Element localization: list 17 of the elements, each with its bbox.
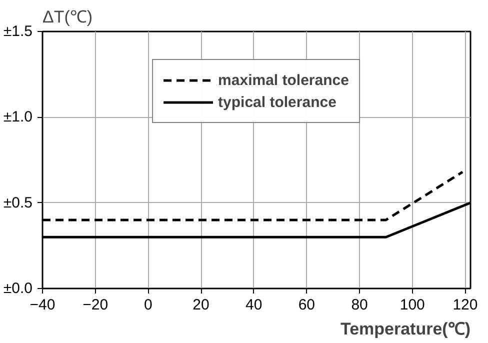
x-tick-label: −20 bbox=[82, 296, 108, 314]
y-tick-label: ±0.5 bbox=[3, 194, 33, 212]
legend-label: maximal tolerance bbox=[218, 72, 349, 88]
x-tick-label: 40 bbox=[246, 296, 262, 314]
x-tick-label: 20 bbox=[192, 296, 210, 314]
y-tick-label: ±0.0 bbox=[3, 280, 33, 297]
x-axis-title: Temperature(℃) bbox=[340, 320, 471, 338]
x-tick-label: 80 bbox=[351, 296, 368, 314]
y-tick-label: ±1.0 bbox=[3, 108, 33, 126]
x-tick-label: −40 bbox=[30, 296, 56, 314]
y-axis-title: ΔT(℃) bbox=[42, 8, 93, 26]
x-tick-label: 0 bbox=[144, 296, 152, 314]
x-tick-label: 120 bbox=[452, 296, 478, 314]
x-tick-label: 60 bbox=[298, 296, 316, 314]
legend-label: typical tolerance bbox=[218, 94, 336, 110]
x-tick-label: 100 bbox=[400, 296, 425, 314]
y-tick-label: ±1.5 bbox=[3, 23, 33, 40]
